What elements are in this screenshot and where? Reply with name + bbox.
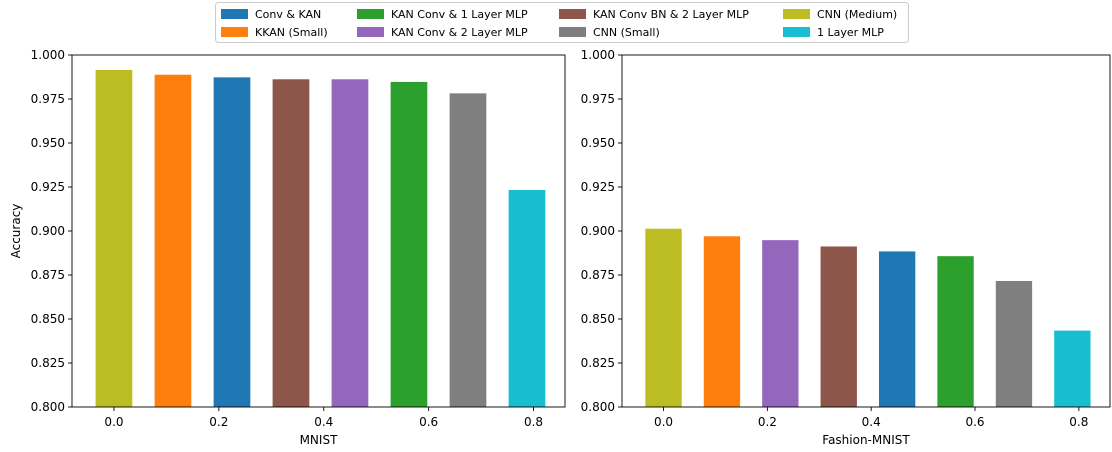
bar-kkan-small: [703, 236, 741, 407]
y-tick-label: 0.925: [581, 180, 615, 194]
y-tick-label: 0.975: [581, 92, 615, 106]
legend-swatch-cnn-small: [559, 27, 586, 37]
y-tick-label: 0.850: [581, 312, 615, 326]
x-tick-label: 0.2: [758, 415, 777, 429]
y-tick-label: 0.825: [581, 356, 615, 370]
y-tick-label: 1.000: [581, 48, 615, 62]
x-tick-label: 0.4: [862, 415, 881, 429]
y-tick-label: 0.825: [31, 356, 65, 370]
bar-kan-conv-and-2-layer-mlp: [762, 240, 799, 407]
axes-frame: [621, 54, 1111, 408]
bar-kkan-small: [154, 74, 192, 408]
legend-swatch-kan-conv-and-1-layer-mlp: [357, 9, 384, 19]
y-tick-label: 0.950: [581, 136, 615, 150]
bar-conv-and-kan: [878, 251, 916, 407]
y-tick-label: 0.875: [31, 268, 65, 282]
legend-label: KAN Conv & 1 Layer MLP: [391, 8, 528, 21]
bar-kan-conv-and-2-layer-mlp: [331, 79, 369, 407]
legend-swatch-1-layer-mlp: [783, 27, 810, 37]
legend-swatch-kan-conv-bn-and-2-layer-mlp: [559, 9, 586, 19]
y-tick-label: 0.800: [581, 400, 615, 414]
x-tick-label: 0.6: [419, 415, 438, 429]
legend: Conv & KAN KKAN (Small) KAN Conv & 1 Layer…: [215, 2, 909, 43]
legend-swatch-kkan-small: [221, 27, 248, 37]
x-axis-label: MNIST: [300, 433, 338, 447]
x-tick-label: 0.6: [965, 415, 984, 429]
bar-cnn-medium: [645, 228, 682, 407]
x-tick-label: 0.0: [654, 415, 673, 429]
y-tick-label: 0.950: [31, 136, 65, 150]
x-tick-label: 0.4: [314, 415, 333, 429]
legend-label: KAN Conv BN & 2 Layer MLP: [593, 8, 749, 21]
legend-swatch-cnn-medium: [783, 9, 810, 19]
mnist-panel: 0.800 0.825 0.850 0.875 0.900 0.925 0.950 0.975…: [9, 48, 566, 447]
y-tick-label: 1.000: [31, 48, 65, 62]
x-tick-label: 0.8: [1069, 415, 1088, 429]
bar-cnn-small: [995, 280, 1033, 407]
legend-swatch-conv-and-kan: [221, 9, 248, 19]
y-tick-label: 0.850: [31, 312, 65, 326]
x-axis-label: Fashion-MNIST: [822, 433, 910, 447]
y-tick-label: 0.900: [581, 224, 615, 238]
y-tick-label: 0.800: [31, 400, 65, 414]
x-tick-label: 0.2: [209, 415, 228, 429]
legend-label: CNN (Medium): [817, 8, 897, 21]
fashion-mnist-panel: 0.800 0.825 0.850 0.875 0.900 0.925 0.950 0.975…: [581, 48, 1111, 447]
y-tick-label: 0.900: [31, 224, 65, 238]
axes-frame: [71, 54, 566, 408]
legend-label: KKAN (Small): [255, 26, 328, 39]
bar-conv-and-kan: [213, 77, 251, 407]
legend-swatch-kan-conv-and-2-layer-mlp: [357, 27, 384, 37]
bar-cnn-medium: [95, 69, 133, 408]
bar-1-layer-mlp: [1054, 330, 1091, 407]
legend-frame: [215, 2, 909, 43]
bar-kan-conv-and-1-layer-mlp: [937, 256, 974, 407]
bar-kan-conv-and-1-layer-mlp: [390, 81, 428, 408]
bar-kan-conv-bn-and-2-layer-mlp: [820, 246, 857, 407]
y-tick-label: 0.925: [31, 180, 65, 194]
legend-label: KAN Conv & 2 Layer MLP: [391, 26, 528, 39]
y-axis-label: Accuracy: [9, 204, 23, 259]
bar-1-layer-mlp: [508, 189, 546, 407]
y-tick-label: 0.975: [31, 92, 65, 106]
bar-kan-conv-bn-and-2-layer-mlp: [272, 79, 310, 407]
legend-label: 1 Layer MLP: [817, 26, 884, 39]
y-tick-label: 0.875: [581, 268, 615, 282]
legend-label: Conv & KAN: [255, 8, 321, 21]
bar-cnn-small: [449, 93, 487, 408]
x-tick-label: 0.8: [524, 415, 543, 429]
x-tick-label: 0.0: [104, 415, 123, 429]
legend-label: CNN (Small): [593, 26, 660, 39]
